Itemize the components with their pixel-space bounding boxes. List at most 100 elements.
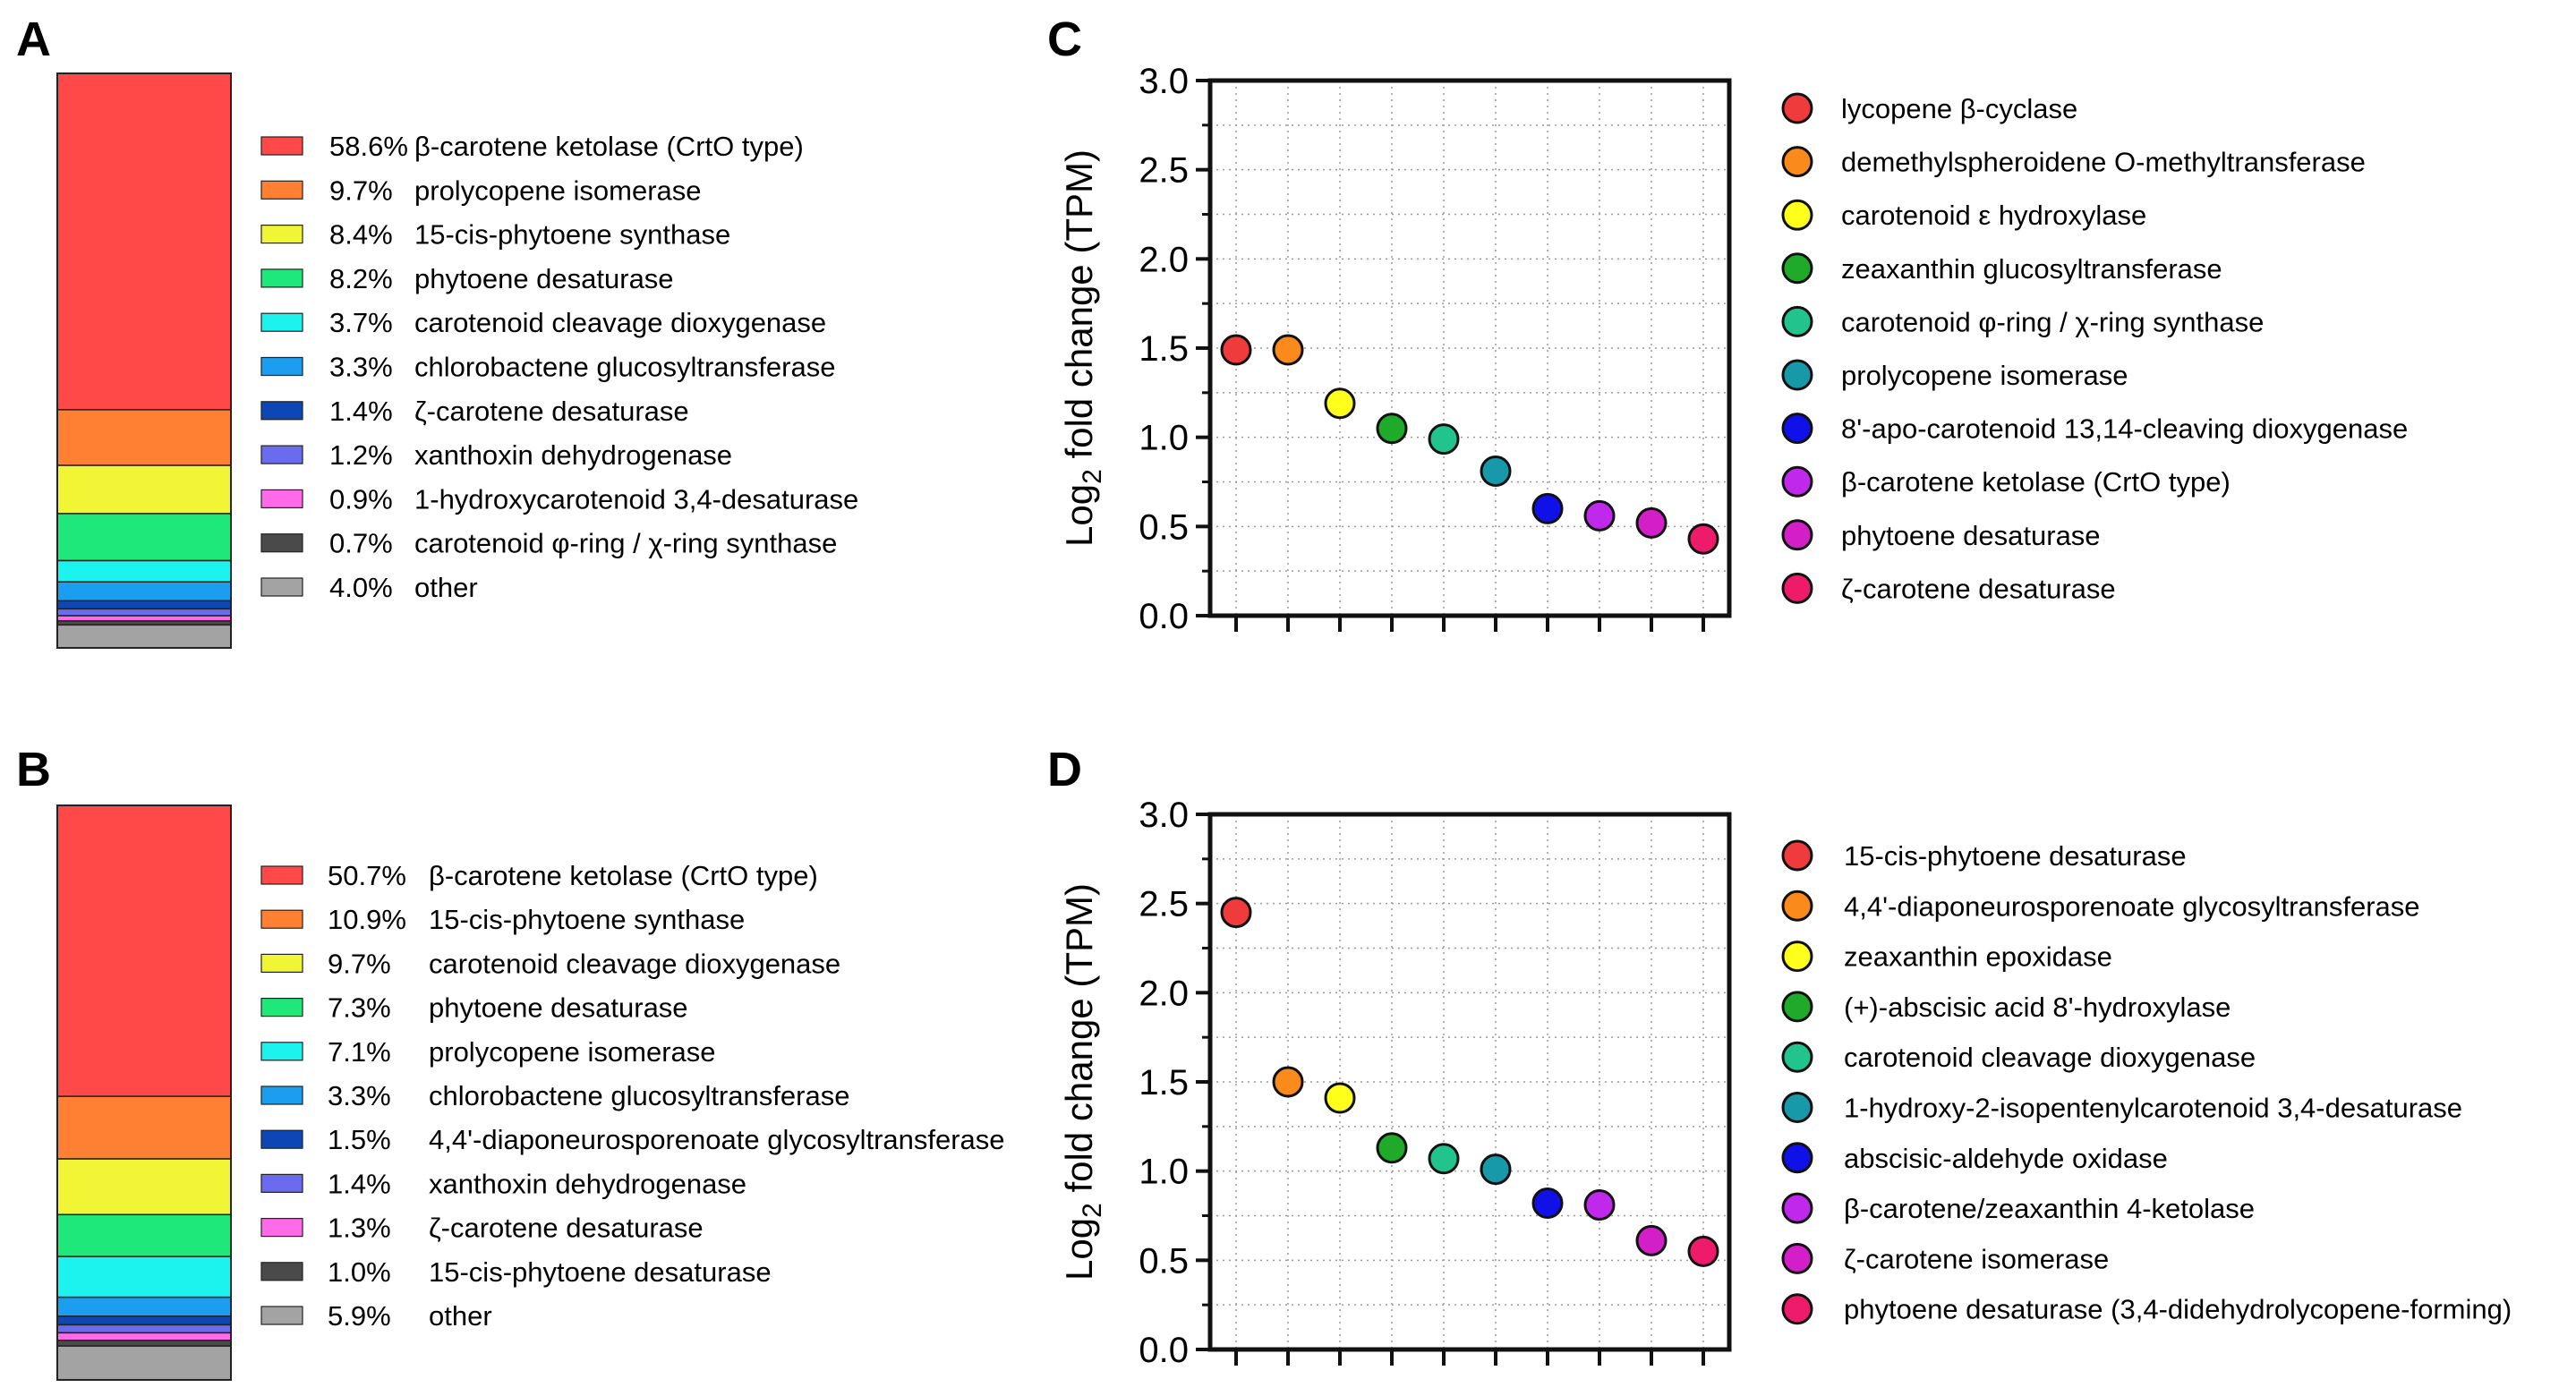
stack-segment-2: [56, 409, 232, 466]
legend-marker-7: [1781, 413, 1813, 445]
legend-marker-1: [1781, 92, 1813, 124]
stack-segment-7: [56, 600, 232, 610]
legend-label: ζ-carotene isomerase: [1844, 1243, 2109, 1274]
legend-label: xanthoxin dehydrogenase: [414, 439, 732, 471]
legend-label: chlorobactene glucosyltransferase: [414, 352, 835, 383]
data-point-8: [1583, 1189, 1616, 1222]
legend-marker-10: [1781, 1293, 1813, 1325]
legend-swatch-1: [260, 136, 303, 156]
legend-label: 15-cis-phytoene desaturase: [429, 1256, 772, 1288]
legend-marker-8: [1781, 1192, 1813, 1224]
stack-segment-2: [56, 1095, 232, 1160]
y-axis-label-rest: fold change (TPM): [1058, 883, 1100, 1203]
legend-swatch-11: [260, 1306, 303, 1325]
legend-percent: 5.9%: [328, 1300, 391, 1332]
panel-b-chart: 50.7% β-carotene ketolase (CrtO type) 10.9…: [56, 804, 1005, 1381]
legend-label: 1-hydroxy-2-isopentenylcarotenoid 3,4-de…: [1844, 1093, 2462, 1124]
legend-percent: 1.3%: [328, 1213, 391, 1244]
data-point-1: [1220, 334, 1252, 366]
legend-label: ζ-carotene desaturase: [1841, 573, 2116, 604]
legend-label: lycopene β-cyclase: [1841, 93, 2077, 124]
y-tick-label: 2.5: [1139, 885, 1189, 924]
y-axis-label-log: Log: [1058, 484, 1100, 547]
y-tick-label: 2.0: [1139, 240, 1189, 279]
y-tick-label: 2.0: [1139, 974, 1189, 1013]
legend-marker-2: [1781, 890, 1813, 922]
legend-label: β-carotene ketolase (CrtO type): [1841, 466, 2231, 498]
legend-marker-3: [1781, 941, 1813, 973]
legend-label: prolycopene isomerase: [429, 1036, 716, 1068]
stack-segment-9: [56, 615, 232, 622]
legend-percent: 1.0%: [328, 1256, 391, 1288]
legend-label: abscisic-aldehyde oxidase: [1844, 1143, 2168, 1174]
y-tick-label: 1.5: [1139, 329, 1189, 369]
stack-segment-3: [56, 464, 232, 515]
legend-label: ζ-carotene desaturase: [429, 1213, 704, 1244]
legend-swatch-7: [260, 1129, 303, 1149]
y-tick-label: 3.0: [1139, 62, 1189, 101]
legend-swatch-4: [260, 997, 303, 1017]
data-point-10: [1687, 523, 1719, 555]
legend-swatch-10: [260, 533, 303, 553]
legend-percent: 8.2%: [329, 263, 393, 294]
legend-label: phytoene desaturase: [1841, 520, 2101, 551]
legend-label: carotenoid cleavage dioxygenase: [414, 307, 826, 338]
legend-swatch-8: [260, 1173, 303, 1194]
legend-swatch-5: [260, 1042, 303, 1061]
legend-percent: 0.7%: [329, 528, 393, 559]
data-point-1: [1220, 897, 1252, 929]
y-tick-label: 3.0: [1139, 796, 1189, 835]
legend-label: ζ-carotene desaturase: [414, 396, 689, 427]
legend-label: (+)-abscisic acid 8'-hydroxylase: [1844, 992, 2231, 1023]
data-point-4: [1376, 1132, 1408, 1164]
stack-segment-10: [56, 1339, 232, 1347]
legend-label: 1-hydroxycarotenoid 3,4-desaturase: [414, 483, 858, 515]
y-tick-label: 2.5: [1139, 151, 1189, 191]
legend-swatch-2: [260, 180, 303, 200]
legend-label: 4,4'-diaponeurosporenoate glycosyltransf…: [1844, 890, 2420, 922]
legend-marker-5: [1781, 1041, 1813, 1073]
legend-marker-9: [1781, 519, 1813, 551]
legend-swatch-11: [260, 577, 303, 597]
stack-segment-7: [56, 1315, 232, 1326]
legend-swatch-7: [260, 401, 303, 421]
stack-outline: [56, 804, 232, 1381]
legend-marker-2: [1781, 146, 1813, 178]
y-axis-label-subscript: 2: [1078, 1203, 1107, 1218]
legend-label: 4,4'-diaponeurosporenoate glycosyltransf…: [429, 1124, 1005, 1155]
panel-c-chart: 0.0 0.5 1.0 1.5 2.0 2.5 3.0 Log2 fold change (T…: [1058, 62, 2408, 636]
legend-label: 15-cis-phytoene desaturase: [1844, 840, 2187, 872]
legend-label: 15-cis-phytoene synthase: [414, 219, 730, 251]
legend-marker-4: [1781, 252, 1813, 285]
legend-swatch-5: [260, 312, 303, 332]
data-point-6: [1480, 1153, 1512, 1186]
stack-segment-5: [56, 1256, 232, 1298]
legend-percent: 9.7%: [329, 174, 393, 206]
legend-label: zeaxanthin epoxidase: [1844, 941, 2112, 973]
stack-segment-1: [56, 804, 232, 1097]
data-point-3: [1324, 1082, 1356, 1114]
legend-percent: 50.7%: [328, 860, 406, 891]
legend-percent: 3.3%: [329, 352, 393, 383]
stack-outline: [56, 72, 232, 649]
y-tick-label: 0.5: [1139, 507, 1189, 547]
legend-marker-10: [1781, 572, 1813, 604]
legend-percent: 7.1%: [328, 1036, 391, 1068]
legend-label: phytoene desaturase (3,4-didehydrolycope…: [1844, 1294, 2512, 1325]
data-point-3: [1324, 387, 1356, 420]
legend-percent: 1.4%: [328, 1168, 391, 1199]
legend-label: demethylspheroidene O-methyltransferase: [1841, 147, 2366, 178]
stack-segment-5: [56, 559, 232, 583]
panel-d-chart: 0.0 0.5 1.0 1.5 2.0 2.5 3.0 Log2 fold change (T…: [1058, 796, 2512, 1370]
legend-percent: 1.4%: [329, 396, 393, 427]
legend-marker-8: [1781, 465, 1813, 498]
legend-percent: 8.4%: [329, 219, 393, 251]
y-tick-label: 1.0: [1139, 419, 1189, 458]
legend-label: carotenoid cleavage dioxygenase: [1844, 1042, 2256, 1073]
data-point-6: [1480, 455, 1512, 488]
legend-label: β-carotene/zeaxanthin 4-ketolase: [1844, 1193, 2255, 1224]
panel-a-chart: 58.6% β-carotene ketolase (CrtO type) 9.7%…: [56, 72, 858, 649]
legend-label: 8'-apo-carotenoid 13,14-cleaving dioxyge…: [1841, 413, 2408, 445]
legend-marker-6: [1781, 359, 1813, 391]
